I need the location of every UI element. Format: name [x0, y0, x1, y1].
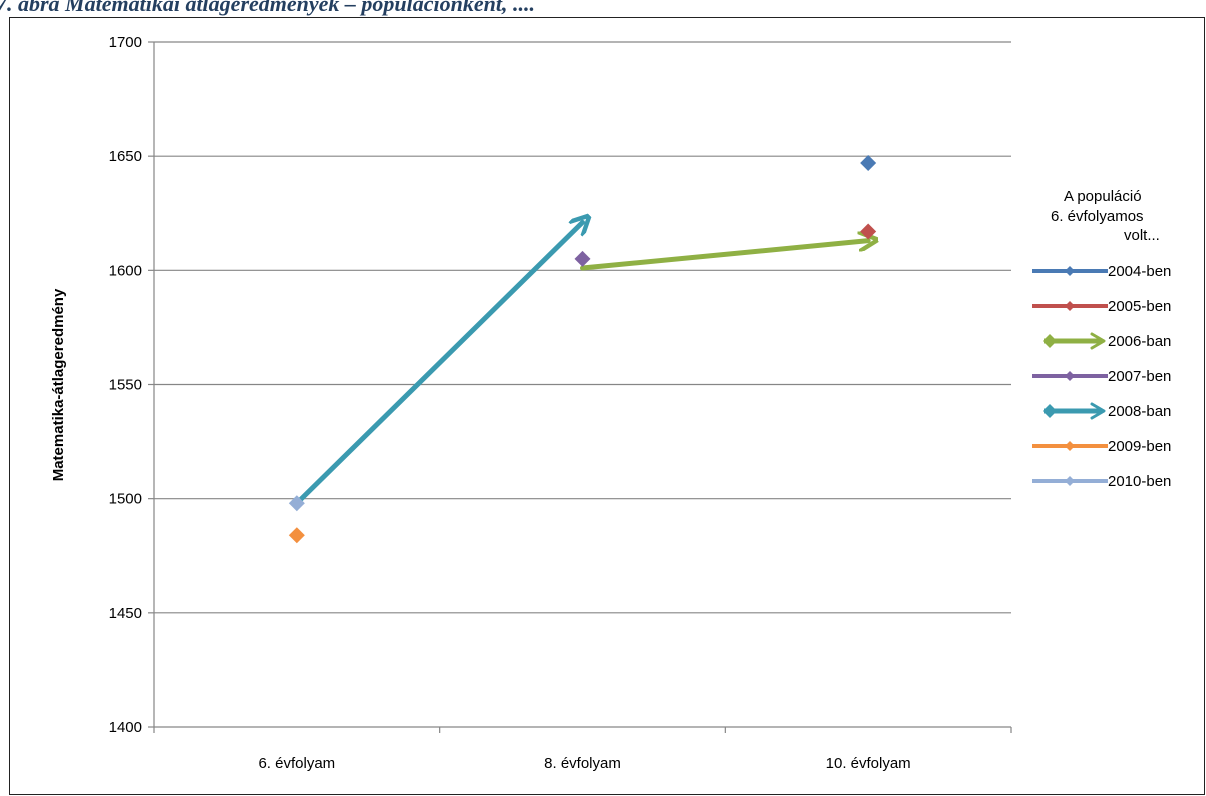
legend-label-2006-ban: 2006-ban	[1108, 332, 1172, 350]
legend-marker-2010-ben	[1065, 476, 1075, 486]
legend-item-2007-ben: 2007-ben	[1030, 366, 1171, 386]
legend-arrowhead-2008-ban	[1090, 402, 1106, 420]
legend-item-2009-ben: 2009-ben	[1030, 436, 1171, 456]
y-tick-label-1450: 1450	[109, 605, 142, 622]
legend-label-2009-ben: 2009-ben	[1108, 437, 1172, 455]
legend-swatch-2009-ben	[1032, 441, 1108, 451]
point-2004-ben-2	[860, 155, 877, 172]
legend-arrowhead-2006-ban	[1090, 332, 1106, 350]
series-arrow-2006-ban	[580, 241, 869, 271]
legend-item-2006-ban: 2006-ban	[1030, 331, 1171, 351]
legend-swatch-2006-ban	[1043, 332, 1106, 350]
legend-label-2005-ben: 2005-ben	[1108, 297, 1172, 315]
y-tick-label-1600: 1600	[109, 262, 142, 279]
legend-swatch-2004-ben	[1032, 266, 1108, 276]
legend-marker-2004-ben	[1065, 266, 1075, 276]
document-title: 7. ábra Matematikai átlageredmények – po…	[0, 0, 535, 16]
legend: A populáció 6. évfolyamos volt... 2004-b…	[1030, 187, 1206, 490]
legend-marker-2009-ben	[1065, 441, 1075, 451]
tick-labels: 1400 1450 1500 1550 1600 1650 1700 6. évfolyam 8…	[109, 34, 911, 772]
legend-label-2008-ban: 2008-ban	[1108, 402, 1172, 420]
legend-item-2004-ben: 2004-ben	[1030, 261, 1171, 281]
legend-title-line-2: 6. évfolyamos	[1051, 207, 1144, 225]
legend-marker-2005-ben	[1065, 301, 1075, 311]
x-tick-label-8-vfolyam: 8. évfolyam	[544, 755, 621, 772]
legend-title-line-1: A populáció	[1064, 188, 1142, 205]
gridlines	[154, 41, 1011, 614]
legend-title-line-3: volt...	[1124, 227, 1160, 244]
y-tick-label-1700: 1700	[109, 34, 142, 51]
legend-swatch-2010-ben	[1032, 476, 1108, 486]
legend-item-2008-ban: 2008-ban	[1030, 401, 1171, 421]
point-2007-ben-1	[574, 250, 591, 267]
legend-label-2004-ben: 2004-ben	[1108, 262, 1172, 280]
legend-marker-2006-ban	[1043, 334, 1057, 348]
series-arrow-2008-ban	[294, 222, 583, 506]
axes	[148, 41, 1012, 733]
point-2010-ben-0	[288, 495, 305, 512]
legend-swatch-2005-ben	[1032, 301, 1108, 311]
series-lines	[294, 222, 869, 506]
legend-label-2007-ben: 2007-ben	[1108, 367, 1172, 385]
legend-marker-2008-ban	[1043, 404, 1057, 418]
y-tick-label-1550: 1550	[109, 377, 142, 394]
point-2005-ben-2	[860, 223, 877, 240]
chart-frame	[9, 17, 1205, 795]
y-axis-label: Matematika-átlageredmény	[50, 288, 67, 481]
x-tick-label-10-vfolyam: 10. évfolyam	[826, 755, 911, 772]
legend-label-2010-ben: 2010-ben	[1108, 472, 1172, 490]
y-tick-label-1650: 1650	[109, 148, 142, 165]
data-points	[288, 155, 877, 544]
point-2009-ben-0	[288, 527, 305, 544]
legend-swatch-2008-ban	[1043, 402, 1106, 420]
x-tick-label-6-vfolyam: 6. évfolyam	[258, 755, 335, 772]
legend-marker-2007-ben	[1065, 371, 1075, 381]
legend-swatch-2007-ben	[1032, 371, 1108, 381]
y-tick-label-1400: 1400	[109, 719, 142, 736]
legend-item-2005-ben: 2005-ben	[1030, 296, 1171, 316]
legend-item-2010-ben: 2010-ben	[1030, 471, 1171, 491]
y-tick-label-1500: 1500	[109, 491, 142, 508]
